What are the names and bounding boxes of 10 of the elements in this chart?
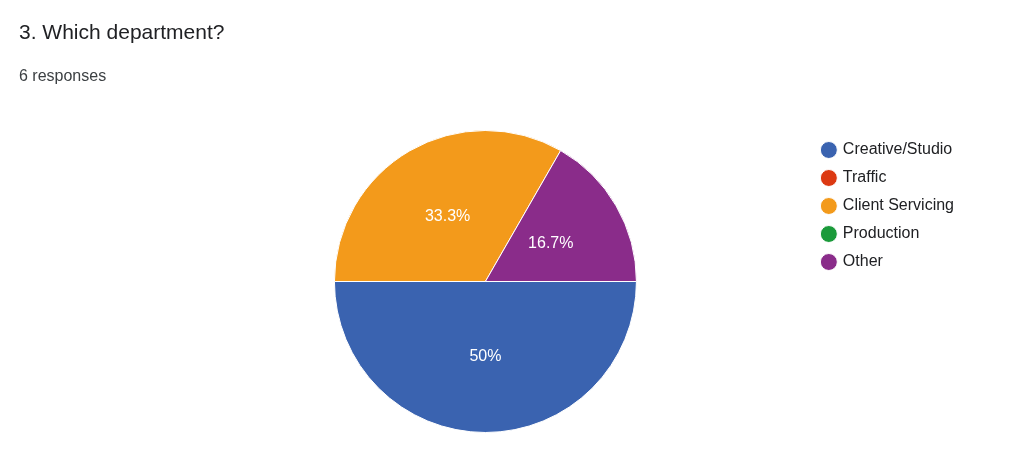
data-label: 50% [469,347,502,365]
legend-label: Traffic [842,168,887,186]
legend-label: Creative/Studio [842,140,953,158]
legend-label: Client Servicing [842,196,954,214]
legend-label: Other [842,252,884,270]
legend-label: Production [842,224,920,242]
data-label: 33.3% [424,206,471,224]
text: 6 responses [19,67,107,85]
data-label: 16.7% [528,234,574,252]
text: 3. Which department? [19,20,225,44]
